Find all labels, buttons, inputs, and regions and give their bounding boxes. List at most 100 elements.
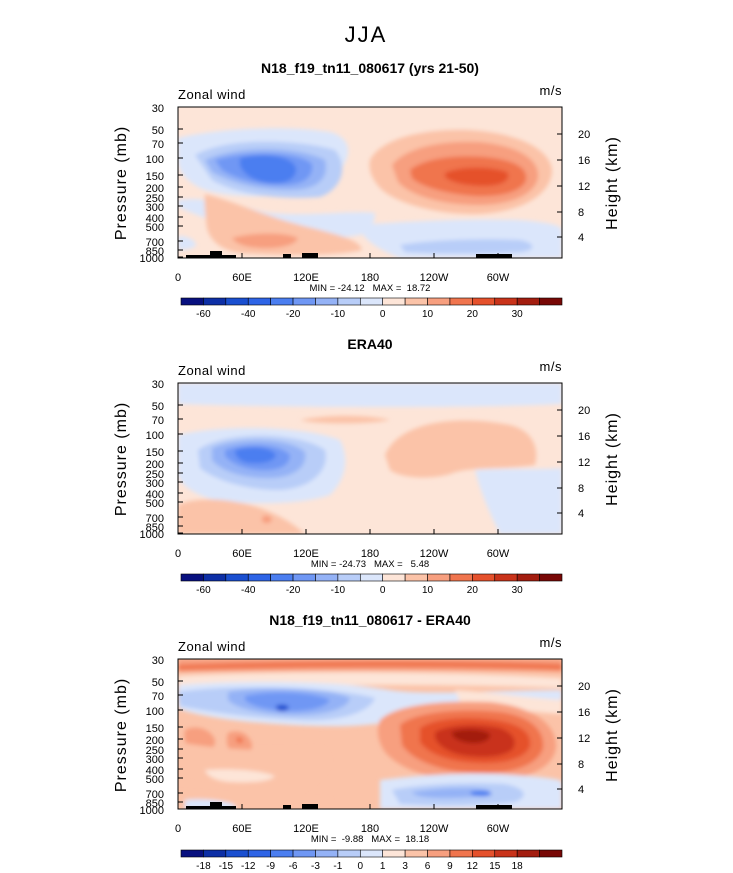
panel-2-colorbar-swatch	[359, 573, 384, 582]
panel-2-y-tick-500: 500	[146, 498, 164, 510]
panel-2-y-tick-850: 850	[146, 522, 164, 534]
panel-2-y-tick-400: 400	[146, 489, 164, 501]
panel-2-ylabel-right: Height (km)	[604, 412, 621, 506]
panel-1-title: N18_f19_tn11_080617 (yrs 21-50)	[261, 60, 479, 76]
panel-3-height-tick-8: 8	[578, 759, 584, 771]
panel-3-colorbar-swatch	[359, 849, 384, 858]
panel-1-stats: MIN = -24.12 MAX = 18.72	[310, 283, 431, 294]
panel-1-colorbar-swatch	[539, 297, 563, 306]
panel-2-colorbar-label: -20	[286, 585, 301, 596]
panel-2-y-tick-700: 700	[146, 513, 164, 525]
panel-1-colorbar-swatch	[382, 297, 406, 306]
panel-1-y-tick-100: 100	[146, 154, 164, 166]
panel-2-colorbar-swatch	[539, 573, 563, 582]
panel-2-left-label: Zonal wind	[178, 363, 246, 378]
panel-1-x-tick-120w: 120W	[420, 272, 449, 284]
panel-2-colorbar-label: 10	[422, 585, 434, 596]
panel-3-stats: MIN = -9.88 MAX = 18.18	[311, 834, 429, 845]
panel-2-colorbar-swatch	[427, 573, 451, 582]
panel-3: N18_f19_tn11_080617 - ERA40 Zonal wind m…	[113, 612, 621, 872]
panel-3-x-tick-120e: 120E	[293, 823, 319, 835]
panel-3-title: N18_f19_tn11_080617 - ERA40	[269, 612, 471, 628]
panel-2-x-tick-120w: 120W	[420, 548, 449, 560]
panel-1-y-tick-30: 30	[152, 103, 164, 115]
panel-1-y-tick-70: 70	[152, 139, 164, 151]
panel-3-ylabel: Pressure (mb)	[113, 678, 130, 792]
panel-2-y-tick-200: 200	[146, 459, 164, 471]
panel-3-colorbar-swatch	[494, 849, 518, 858]
panel-2-field	[178, 383, 562, 534]
panel-1-y-ticks: 30 50 70 100 150 200 250 300 400 500 700…	[140, 103, 183, 265]
panel-3-colorbar-label: -6	[289, 861, 298, 872]
panel-3-x-tick-120w: 120W	[420, 823, 449, 835]
panel-1-x-tick-60w: 60W	[487, 272, 510, 284]
panel-2-y-tick-70: 70	[152, 415, 164, 427]
panel-3-colorbar-label: 9	[447, 861, 453, 872]
panel-3-colorbar-swatch	[382, 849, 406, 858]
panel-2-y-tick-50: 50	[152, 401, 164, 413]
panel-3-field	[178, 659, 562, 809]
panel-3-height-tick-16: 16	[578, 707, 590, 719]
panel-1-y-tick-500: 500	[146, 222, 164, 234]
panel-2-colorbar-label: -60	[196, 585, 211, 596]
panel-3-colorbar-label: -15	[219, 861, 234, 872]
panel-2-title: ERA40	[347, 336, 392, 352]
panel-1-colorbar-label: 30	[512, 309, 524, 320]
panel-1-height-ticks: 20 16 12 8 4	[557, 129, 590, 244]
panel-1-x-tick-60e: 60E	[232, 272, 252, 284]
panel-3-height-ticks: 20 16 12 8 4	[557, 681, 590, 796]
panel-1-field	[178, 107, 562, 258]
panel-3-colorbar-label: 0	[358, 861, 364, 872]
panel-3-y-tick-1000: 1000	[140, 805, 164, 817]
panel-1-y-tick-50: 50	[152, 125, 164, 137]
panel-3-colorbar-swatch	[449, 849, 473, 858]
panel-3-y-tick-150: 150	[146, 723, 164, 735]
panel-1-colorbar-label: -20	[286, 309, 301, 320]
panel-2-height-tick-4: 4	[578, 508, 584, 520]
panel-1-colorbar-label: 20	[467, 309, 479, 320]
panel-3-y-tick-250: 250	[146, 745, 164, 757]
panel-3-colorbar: -18 -15 -12 -9 -6 -3 -1 0 1 3 6 9 12 15 18	[180, 849, 563, 872]
panel-3-colorbar-label: -3	[311, 861, 320, 872]
panel-3-colorbar-label: -12	[241, 861, 256, 872]
panel-1: N18_f19_tn11_080617 (yrs 21-50) Zonal wi…	[113, 60, 621, 320]
panel-1-units: m/s	[540, 83, 562, 98]
panel-2-y-tick-150: 150	[146, 447, 164, 459]
panel-2-x-tick-180: 180	[361, 548, 379, 560]
panel-1-x-tick-180: 180	[361, 272, 379, 284]
panel-2-height-ticks: 20 16 12 8 4	[557, 405, 590, 520]
panel-2-colorbar-label: -40	[241, 585, 256, 596]
panel-1-ylabel-right: Height (km)	[604, 136, 621, 230]
panel-3-y-tick-700: 700	[146, 789, 164, 801]
panel-3-x-tick-180: 180	[361, 823, 379, 835]
figure-title: JJA	[345, 22, 388, 47]
panel-1-x-tick-0: 0	[175, 272, 181, 284]
panel-2-colorbar-swatch	[472, 573, 496, 582]
panel-1-x-tick-120e: 120E	[293, 272, 319, 284]
panel-1-y-tick-400: 400	[146, 213, 164, 225]
panel-2-y-tick-250: 250	[146, 469, 164, 481]
panel-2-colorbar-swatch	[180, 573, 204, 582]
panel-3-y-tick-50: 50	[152, 677, 164, 689]
panel-1-colorbar-swatch	[292, 297, 316, 306]
panel-3-y-tick-100: 100	[146, 706, 164, 718]
panel-1-y-tick-850: 850	[146, 246, 164, 258]
panel-3-y-tick-850: 850	[146, 798, 164, 810]
panel-1-colorbar-swatch	[203, 297, 227, 306]
panel-1-y-tick-250: 250	[146, 193, 164, 205]
panel-2-colorbar-swatch	[337, 573, 361, 582]
panel-1-ylabel: Pressure (mb)	[113, 126, 130, 240]
panel-2-y-tick-30: 30	[152, 379, 164, 391]
panel-3-x-tick-60w: 60W	[487, 823, 510, 835]
panel-1-colorbar-label: -10	[331, 309, 346, 320]
panel-2-colorbar-label: 20	[467, 585, 479, 596]
panel-3-colorbar-label: 12	[467, 861, 479, 872]
panel-1-colorbar-swatch	[247, 297, 271, 306]
panel-1-colorbar-label: 0	[380, 309, 386, 320]
panel-1-y-tick-150: 150	[146, 171, 164, 183]
panel-2-height-tick-8: 8	[578, 483, 584, 495]
panel-2-colorbar-label: 30	[512, 585, 524, 596]
panel-3-colorbar-label: -9	[266, 861, 275, 872]
panel-3-colorbar-swatch	[180, 849, 204, 858]
panel-1-y-tick-1000: 1000	[140, 253, 164, 265]
